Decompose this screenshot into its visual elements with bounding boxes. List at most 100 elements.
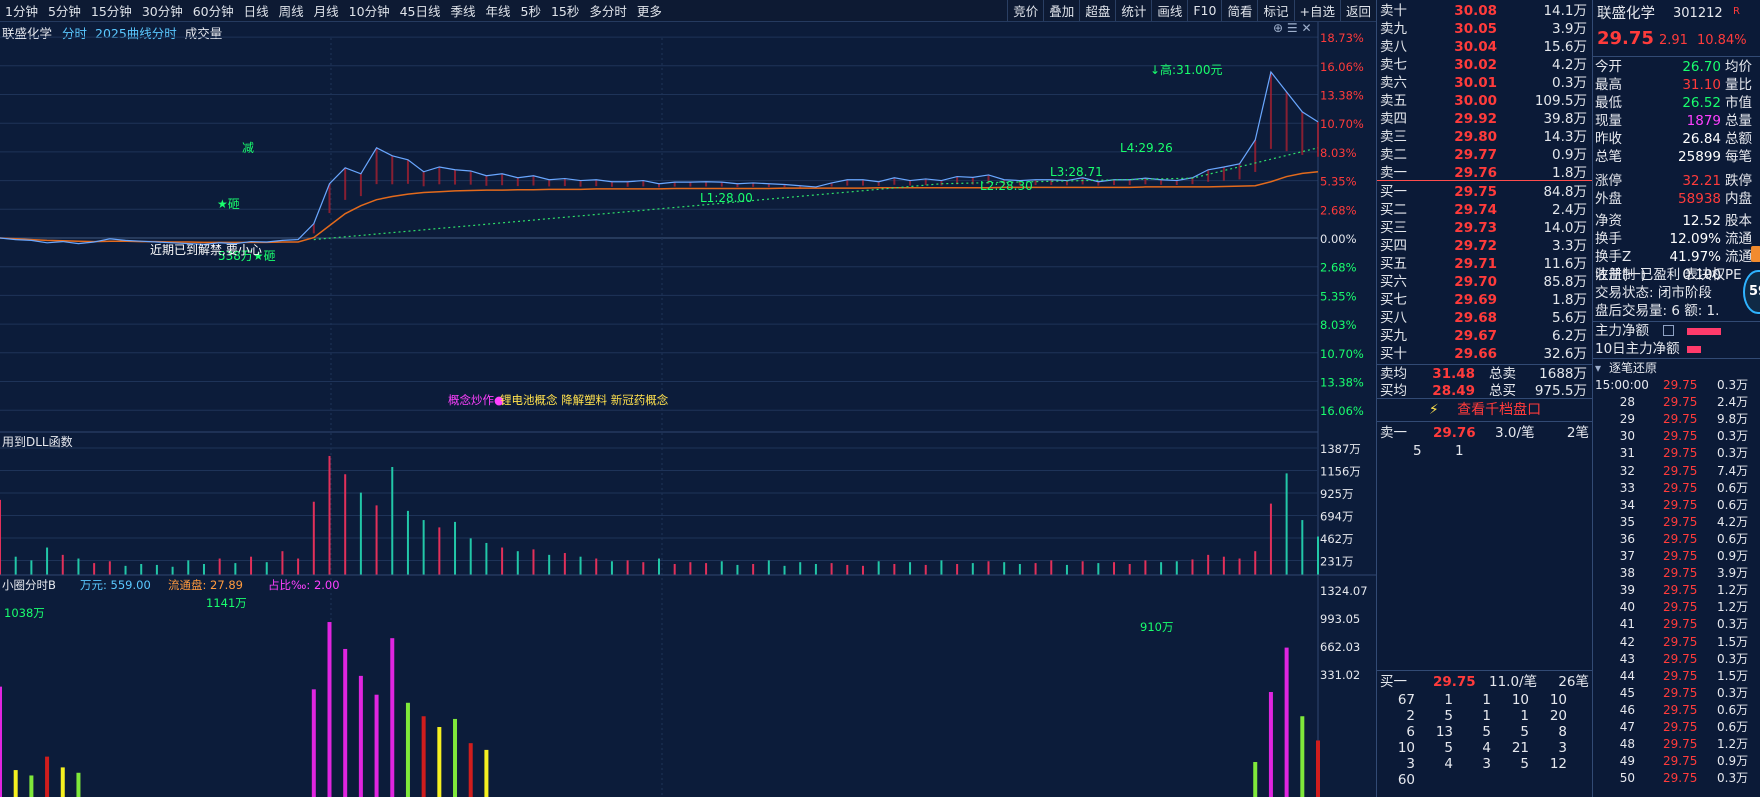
tab-tool[interactable]: 返回: [1339, 0, 1376, 21]
tab-period[interactable]: 季线: [450, 4, 476, 19]
queue-row: 2 5 1 1 20: [1377, 708, 1593, 724]
small-panel-label: 占比‰: 2.00: [268, 578, 340, 592]
current-price: 29.75: [1597, 28, 1654, 49]
queue-cell: 6: [1406, 724, 1415, 740]
tick-price: 29.75: [1663, 378, 1698, 392]
queue-buy-row: 买一 29.75 11.0/笔 26笔: [1377, 673, 1593, 691]
tab-period[interactable]: 多分时: [589, 4, 627, 19]
trade-state-row: 交易状态: 闭市阶段: [1593, 284, 1760, 302]
ob-price: 29.77: [1454, 147, 1497, 163]
tab-tool[interactable]: 画线: [1151, 0, 1187, 21]
tool-tabs: 竞价 叠加 超盘 统计 画线 F10 简看 标记 +自选 返回: [1007, 0, 1376, 21]
tab-period[interactable]: 更多: [636, 4, 662, 19]
tab-tool[interactable]: 超盘: [1079, 0, 1115, 21]
stat-row: 收益(一) 0.100 PE: [1593, 266, 1760, 284]
tab-period[interactable]: 10分钟: [348, 4, 390, 19]
queue-cell: 3: [1558, 740, 1567, 756]
ob-level-label: 买七: [1380, 292, 1407, 308]
tab-period[interactable]: 45日线: [399, 4, 441, 19]
tab-period[interactable]: 30分钟: [141, 4, 183, 19]
tick-price: 29.75: [1663, 480, 1698, 495]
order-book-row: 卖七 30.02 4.2万: [1377, 56, 1593, 74]
tab-period[interactable]: 5秒: [520, 4, 541, 19]
collapse-icon[interactable]: ▾: [1595, 361, 1602, 375]
tick-price: 29.75: [1663, 651, 1698, 666]
tab-period[interactable]: 年线: [485, 4, 511, 19]
tab-period[interactable]: 15秒: [550, 4, 580, 19]
queue-cell: 13: [1435, 724, 1453, 740]
info-panel: 联盛化学 301212 R 29.75 2.91 10.84% 今开 26.70 均…: [1592, 0, 1760, 797]
price-change: 2.91: [1659, 33, 1688, 48]
stat-row: 换手 12.09% 流通: [1593, 230, 1760, 248]
tick-time: 40: [1619, 600, 1635, 615]
tick-vol: 0.6万: [1717, 702, 1749, 717]
tab-tool[interactable]: F10: [1187, 0, 1221, 21]
tab-period[interactable]: 日线: [243, 4, 269, 19]
tab-period[interactable]: 1分钟: [5, 4, 38, 19]
stat-key2: 市值: [1725, 95, 1752, 111]
concept-list: 锂电池概念 降解塑料 新冠药概念: [500, 393, 669, 407]
tab-period[interactable]: 月线: [313, 4, 339, 19]
tab-tool[interactable]: 简看: [1221, 0, 1257, 21]
tick-row: 38 29.75 3.9万: [1593, 565, 1760, 582]
thousand-depth-link[interactable]: ⚡ 查看千档盘口: [1377, 400, 1593, 420]
vol-axis-label: 694万: [1320, 510, 1353, 524]
queue-cell: 21: [1511, 740, 1529, 756]
queue-cell: 5: [1520, 756, 1529, 772]
tab-tool[interactable]: 标记: [1257, 0, 1293, 21]
small-bar: [13, 770, 18, 797]
tick-price: 29.75: [1663, 634, 1698, 649]
chart-header-icons[interactable]: ⊕ ☰ ✕: [1273, 21, 1312, 35]
avg-buy-price: 28.49: [1432, 383, 1475, 399]
queue-row: 6 13 5 5 8: [1377, 724, 1593, 740]
stat-key: 收益(一): [1595, 267, 1647, 283]
tab-tool[interactable]: 统计: [1115, 0, 1151, 21]
small-axis-label: 993.05: [1320, 612, 1360, 626]
chart-annotation: 538万★砸: [218, 249, 276, 263]
tab-tool[interactable]: +自选: [1293, 0, 1340, 21]
chart-annotation: ★砸: [217, 197, 240, 211]
list-icon: [1663, 325, 1674, 336]
tick-vol: 0.3万: [1717, 429, 1749, 444]
queue-sell-cell: 1: [1455, 443, 1464, 459]
ob-price: 29.68: [1454, 310, 1497, 326]
tab-period[interactable]: 5分钟: [47, 4, 81, 19]
tick-price: 29.75: [1663, 514, 1698, 529]
small-bar: [29, 775, 34, 797]
tick-row: 43 29.75 0.3万: [1593, 651, 1760, 668]
small-panel-label: 流通盘: 27.89: [168, 578, 243, 592]
tab-tool[interactable]: 叠加: [1043, 0, 1079, 21]
ob-volume: 109.5万: [1534, 93, 1587, 109]
stat-key2: 总额: [1725, 131, 1752, 147]
tick-time: 35: [1619, 514, 1635, 529]
stat-value: 26.70: [1682, 59, 1721, 75]
tab-period[interactable]: 15分钟: [90, 4, 132, 19]
tick-vol: 0.3万: [1717, 651, 1749, 666]
queue-buy-price: 29.75: [1433, 674, 1476, 690]
tab-tool[interactable]: 竞价: [1007, 0, 1043, 21]
tick-header[interactable]: ▾ 逐笔还原: [1593, 359, 1760, 376]
price-row: 29.75 2.91 10.84%: [1593, 30, 1760, 54]
tick-vol: 1.2万: [1717, 600, 1749, 615]
tick-vol: 2.4万: [1717, 395, 1749, 410]
tab-period[interactable]: 60分钟: [192, 4, 234, 19]
side-badge: 59: [1749, 284, 1760, 299]
tick-row: 50 29.75 0.3万: [1593, 770, 1760, 787]
small-bar: [311, 689, 316, 797]
queue-cell: 3: [1482, 756, 1491, 772]
tick-vol: 0.6万: [1717, 497, 1749, 512]
stat-value: 26.84: [1682, 131, 1721, 147]
small-bar: [0, 686, 2, 797]
small-bar: [374, 694, 379, 797]
tick-time: 33: [1619, 480, 1635, 495]
order-book-row: 卖十 30.08 14.1万: [1377, 2, 1593, 20]
tab-period[interactable]: 周线: [278, 4, 304, 19]
ob-volume: 32.6万: [1543, 346, 1587, 362]
tick-vol: 0.6万: [1717, 480, 1749, 495]
avg-sell-price: 31.48: [1432, 366, 1475, 382]
price-axis-label: 16.06%: [1320, 60, 1364, 74]
small-bar: [358, 675, 363, 797]
tick-vol: 1.2万: [1717, 583, 1749, 598]
queue-sell-price: 29.76: [1433, 425, 1476, 441]
queue-cell: 67: [1397, 692, 1415, 708]
